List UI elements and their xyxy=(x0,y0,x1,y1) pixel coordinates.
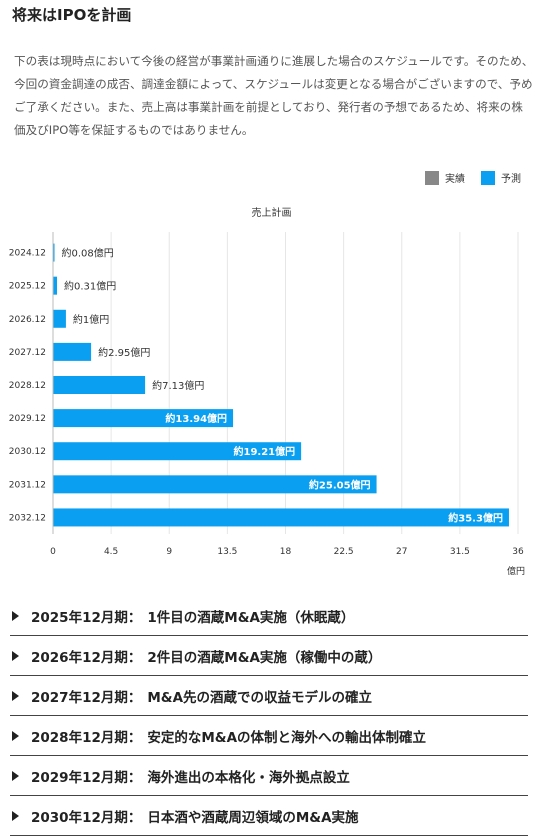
period-item[interactable]: 2026年12月期： 2件目の酒蔵M&A実施（稼働中の蔵） xyxy=(10,636,528,676)
x-axis-unit: 億円 xyxy=(507,565,525,577)
period-text: 1件目の酒蔵M&A実施（休眠蔵） xyxy=(147,609,355,626)
bar-value-label: 約13.94億円 xyxy=(165,412,227,425)
bar-value-label: 約25.05億円 xyxy=(309,478,371,491)
period-text: 2件目の酒蔵M&A実施（稼働中の蔵） xyxy=(147,649,382,666)
period-text: 日本酒や酒蔵周辺領域のM&A実施 xyxy=(147,809,359,826)
bar[interactable] xyxy=(53,409,234,428)
x-tick-label: 22.5 xyxy=(334,547,354,557)
sales-plan-bar-chart: 0 4.5 9 13.5 18 22.5 27 31.5 36 億円 2024.12 約0.08億円 2… xyxy=(9,232,525,577)
bar[interactable] xyxy=(53,442,302,461)
x-tick-label: 13.5 xyxy=(217,547,237,557)
bar-value-label: 約0.31億円 xyxy=(64,280,116,293)
period-label: 2030年12月期： xyxy=(31,809,142,826)
bar-value-label: 約0.08億円 xyxy=(62,247,114,260)
bar-value-label: 約35.3億円 xyxy=(448,511,503,524)
y-tick-label: 2024.12 xyxy=(9,249,46,259)
bar[interactable] xyxy=(53,342,92,361)
period-item[interactable]: 2029年12月期： 海外進出の本格化・海外拠点設立 xyxy=(10,756,528,796)
bar[interactable] xyxy=(53,276,58,295)
y-tick-label: 2031.12 xyxy=(9,480,46,490)
x-tick-label: 4.5 xyxy=(104,547,118,557)
bar-value-label: 約1億円 xyxy=(73,313,109,326)
legend-item-forecast[interactable]: 予測 xyxy=(481,170,521,185)
period-list: 2025年12月期： 1件目の酒蔵M&A実施（休眠蔵） 2026年12月期： 2件目の… xyxy=(10,596,528,836)
y-tick-label: 2032.12 xyxy=(9,513,46,523)
x-tick-label: 31.5 xyxy=(450,547,470,557)
period-item[interactable]: 2025年12月期： 1件目の酒蔵M&A実施（休眠蔵） xyxy=(10,596,528,636)
y-tick-label: 2030.12 xyxy=(9,447,46,457)
y-tick-label: 2027.12 xyxy=(9,348,46,358)
bar-value-label: 約7.13億円 xyxy=(152,379,204,392)
description-text: 下の表は現時点において今後の経営が事業計画通りに進展した場合のスケジュールです。… xyxy=(14,54,534,137)
legend-swatch-actual xyxy=(425,170,439,185)
triangle-right-icon xyxy=(12,610,19,621)
y-tick-label: 2026.12 xyxy=(9,315,46,325)
page-title: 将来はIPOを計画 xyxy=(12,6,132,24)
x-tick-label: 18 xyxy=(280,547,292,557)
bar[interactable] xyxy=(53,309,66,328)
x-tick-label: 27 xyxy=(396,547,407,557)
bar[interactable] xyxy=(53,376,146,394)
triangle-right-icon xyxy=(12,690,19,701)
period-label: 2028年12月期： xyxy=(31,729,142,746)
period-label: 2027年12月期： xyxy=(31,689,142,706)
bar[interactable] xyxy=(53,475,377,494)
period-label: 2025年12月期： xyxy=(31,609,142,626)
period-text: M&A先の酒蔵での収益モデルの確立 xyxy=(147,689,373,706)
bar-value-label: 約2.95億円 xyxy=(98,346,150,359)
bar[interactable] xyxy=(53,243,55,262)
bar-value-label: 約19.21億円 xyxy=(233,445,295,458)
period-text: 海外進出の本格化・海外拠点設立 xyxy=(147,769,350,786)
y-tick-label: 2029.12 xyxy=(9,414,46,424)
y-tick-label: 2028.12 xyxy=(9,381,46,391)
triangle-right-icon xyxy=(12,770,19,781)
legend-swatch-forecast xyxy=(481,170,495,185)
bar[interactable] xyxy=(53,508,509,527)
legend-item-actual[interactable]: 実績 xyxy=(425,170,465,185)
triangle-right-icon xyxy=(12,730,19,741)
y-tick-label: 2025.12 xyxy=(9,282,46,292)
triangle-right-icon xyxy=(12,810,19,821)
legend-label-forecast: 予測 xyxy=(501,174,521,185)
period-item[interactable]: 2030年12月期： 日本酒や酒蔵周辺領域のM&A実施 xyxy=(10,796,528,836)
x-tick-label: 36 xyxy=(512,547,524,557)
chart-title: 売上計画 xyxy=(251,208,292,219)
legend-label-actual: 実績 xyxy=(445,174,465,185)
period-item[interactable]: 2028年12月期： 安定的なM&Aの体制と海外への輸出体制確立 xyxy=(10,716,528,756)
triangle-right-icon xyxy=(12,650,19,661)
x-tick-label: 9 xyxy=(166,547,172,557)
x-tick-label: 0 xyxy=(50,547,56,557)
chart-legend: 実績 予測 xyxy=(425,170,521,185)
period-label: 2026年12月期： xyxy=(31,649,142,666)
period-label: 2029年12月期： xyxy=(31,769,142,786)
period-text: 安定的なM&Aの体制と海外への輸出体制確立 xyxy=(147,729,427,746)
period-item[interactable]: 2027年12月期： M&A先の酒蔵での収益モデルの確立 xyxy=(10,676,528,716)
